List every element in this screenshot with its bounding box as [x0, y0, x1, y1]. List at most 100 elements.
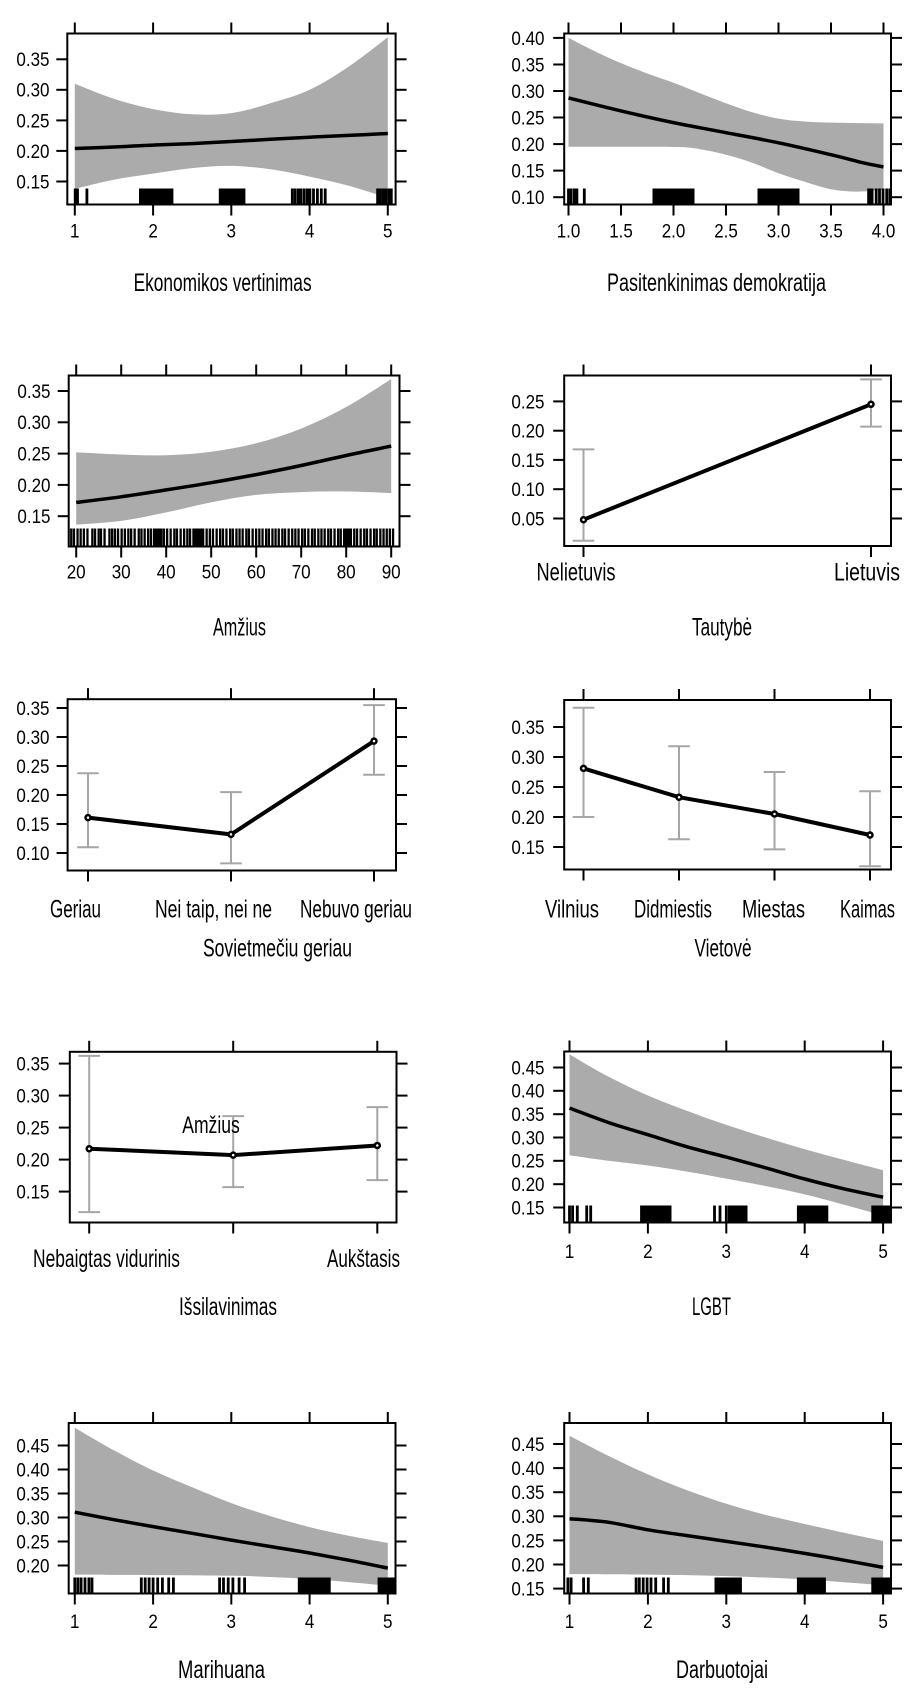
- svg-text:Lietuvis: Lietuvis: [834, 559, 900, 587]
- svg-text:0.25: 0.25: [17, 445, 50, 466]
- svg-text:0.35: 0.35: [17, 382, 50, 403]
- svg-text:1: 1: [565, 1242, 575, 1263]
- svg-text:1: 1: [565, 1612, 575, 1633]
- svg-text:Ekonomikos vertinimas: Ekonomikos vertinimas: [134, 269, 312, 297]
- svg-text:3.5: 3.5: [819, 221, 843, 242]
- svg-text:2: 2: [148, 1612, 158, 1633]
- svg-text:4: 4: [800, 1242, 810, 1263]
- svg-text:1.0: 1.0: [557, 221, 581, 242]
- svg-text:0.30: 0.30: [16, 1087, 49, 1108]
- svg-text:0.35: 0.35: [511, 1483, 544, 1504]
- svg-text:2: 2: [643, 1242, 653, 1263]
- svg-text:5: 5: [878, 1612, 888, 1633]
- svg-text:0.25: 0.25: [16, 1532, 49, 1553]
- svg-text:0.35: 0.35: [16, 50, 49, 71]
- svg-text:1.5: 1.5: [609, 221, 633, 242]
- svg-text:2: 2: [148, 221, 158, 242]
- svg-text:Miestas: Miestas: [742, 896, 805, 924]
- svg-text:0.20: 0.20: [17, 476, 50, 497]
- svg-text:0.25: 0.25: [511, 108, 544, 129]
- svg-text:0.15: 0.15: [16, 815, 49, 836]
- svg-text:0.20: 0.20: [511, 135, 544, 156]
- svg-text:Geriau: Geriau: [50, 896, 101, 924]
- svg-text:0.30: 0.30: [511, 82, 544, 103]
- svg-text:0.20: 0.20: [511, 1175, 544, 1196]
- svg-text:0.30: 0.30: [16, 81, 49, 102]
- svg-text:0.20: 0.20: [511, 422, 544, 443]
- svg-text:0.30: 0.30: [17, 413, 50, 434]
- svg-text:0.15: 0.15: [511, 451, 544, 472]
- svg-text:30: 30: [112, 562, 131, 583]
- svg-text:0.20: 0.20: [16, 1556, 49, 1577]
- svg-text:90: 90: [382, 562, 401, 583]
- svg-text:0.15: 0.15: [16, 1183, 49, 1204]
- svg-text:Vietovė: Vietovė: [695, 935, 752, 963]
- svg-text:0.15: 0.15: [511, 162, 544, 183]
- svg-text:Amžius: Amžius: [213, 614, 266, 642]
- svg-text:5: 5: [383, 1612, 393, 1633]
- svg-text:0.20: 0.20: [16, 142, 49, 163]
- svg-text:LGBT: LGBT: [692, 1293, 731, 1321]
- svg-text:0.15: 0.15: [511, 1198, 544, 1219]
- svg-text:0.40: 0.40: [511, 1082, 544, 1103]
- svg-text:40: 40: [157, 562, 176, 583]
- svg-text:4: 4: [305, 221, 315, 242]
- svg-text:0.40: 0.40: [511, 1459, 544, 1480]
- svg-text:2.5: 2.5: [714, 221, 738, 242]
- svg-text:Darbuotojai: Darbuotojai: [676, 1656, 768, 1684]
- svg-text:Kaimas: Kaimas: [840, 896, 895, 924]
- svg-text:3: 3: [722, 1242, 732, 1263]
- svg-text:5: 5: [383, 221, 393, 242]
- svg-text:Marihuana: Marihuana: [178, 1656, 265, 1684]
- svg-text:Didmiestis: Didmiestis: [634, 896, 712, 924]
- svg-text:0.05: 0.05: [511, 509, 544, 530]
- svg-text:0.35: 0.35: [511, 1105, 544, 1126]
- svg-text:0.25: 0.25: [511, 392, 544, 413]
- svg-text:0.10: 0.10: [16, 844, 49, 865]
- svg-text:Vilnius: Vilnius: [545, 896, 599, 924]
- svg-text:4.0: 4.0: [872, 221, 896, 242]
- svg-text:3.0: 3.0: [767, 221, 791, 242]
- svg-text:Išsilavinimas: Išsilavinimas: [179, 1293, 277, 1321]
- svg-text:80: 80: [337, 562, 356, 583]
- svg-text:50: 50: [202, 562, 221, 583]
- svg-text:0.15: 0.15: [511, 838, 544, 859]
- svg-text:Tautybė: Tautybė: [692, 614, 752, 642]
- svg-text:0.40: 0.40: [511, 29, 544, 50]
- svg-text:0.25: 0.25: [16, 111, 49, 132]
- svg-text:60: 60: [247, 562, 266, 583]
- svg-text:4: 4: [305, 1612, 315, 1633]
- svg-text:0.25: 0.25: [511, 1152, 544, 1173]
- svg-text:0.20: 0.20: [16, 786, 49, 807]
- svg-text:70: 70: [292, 562, 311, 583]
- svg-text:0.15: 0.15: [16, 172, 49, 193]
- svg-text:0.10: 0.10: [511, 480, 544, 501]
- svg-text:0.10: 0.10: [511, 188, 544, 209]
- svg-text:1: 1: [70, 221, 80, 242]
- svg-text:Nei taip, nei ne: Nei taip, nei ne: [155, 896, 272, 924]
- svg-text:2: 2: [643, 1612, 653, 1633]
- svg-text:3: 3: [227, 1612, 237, 1633]
- svg-text:0.35: 0.35: [16, 699, 49, 720]
- svg-text:2.0: 2.0: [662, 221, 686, 242]
- svg-text:0.15: 0.15: [17, 507, 50, 528]
- svg-text:0.25: 0.25: [511, 778, 544, 799]
- svg-text:0.25: 0.25: [511, 1531, 544, 1552]
- svg-text:3: 3: [722, 1612, 732, 1633]
- svg-text:0.35: 0.35: [511, 55, 544, 76]
- svg-text:0.30: 0.30: [16, 728, 49, 749]
- svg-text:4: 4: [800, 1612, 810, 1633]
- svg-text:0.30: 0.30: [511, 1128, 544, 1149]
- svg-text:0.30: 0.30: [511, 1507, 544, 1528]
- svg-text:3: 3: [227, 221, 237, 242]
- svg-text:Nebaigtas vidurinis: Nebaigtas vidurinis: [33, 1245, 180, 1273]
- svg-text:20: 20: [67, 562, 86, 583]
- svg-text:0.40: 0.40: [16, 1460, 49, 1481]
- svg-text:0.35: 0.35: [16, 1055, 49, 1076]
- svg-text:0.45: 0.45: [16, 1436, 49, 1457]
- svg-text:Nebuvo geriau: Nebuvo geriau: [300, 896, 412, 924]
- svg-text:5: 5: [878, 1242, 888, 1263]
- svg-text:0.20: 0.20: [511, 1555, 544, 1576]
- svg-text:0.35: 0.35: [16, 1484, 49, 1505]
- svg-text:0.20: 0.20: [511, 808, 544, 829]
